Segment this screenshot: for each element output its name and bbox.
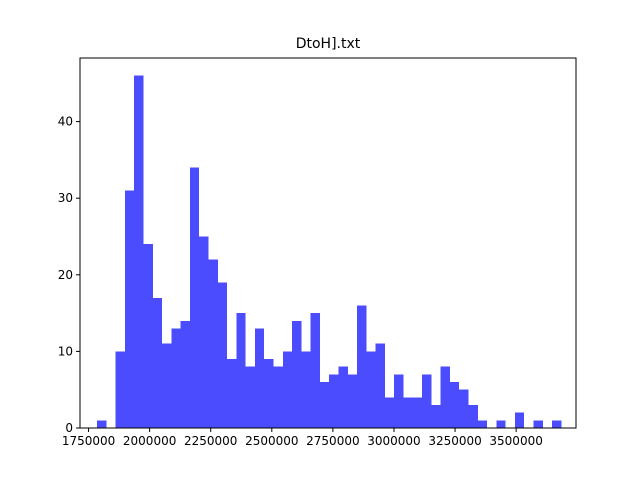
histogram-bar (431, 405, 441, 428)
histogram-bar (282, 351, 293, 428)
histogram-bar (496, 420, 506, 428)
histogram-bar (329, 374, 339, 428)
histogram-bar (236, 313, 246, 428)
bars-group (97, 75, 562, 429)
histogram-bar (375, 343, 385, 428)
histogram-bar (245, 366, 255, 428)
x-axis: 1750000 2000000 2250000 2500000 2750000 30000… (62, 428, 543, 448)
histogram-bar (347, 374, 358, 428)
histogram-bar (459, 389, 469, 428)
x-tick-label: 3000000 (367, 434, 420, 448)
histogram-bar (301, 351, 311, 428)
histogram-bar (292, 320, 302, 428)
x-tick-label: 3500000 (489, 434, 542, 448)
histogram-bar (152, 297, 163, 428)
histogram-bar (514, 412, 525, 428)
y-axis: 0 10 20 30 40 (58, 115, 80, 435)
histogram-bar (384, 397, 395, 428)
y-tick-label: 10 (58, 344, 73, 358)
histogram-bar (115, 351, 125, 428)
histogram-bar (533, 420, 543, 428)
x-tick-label: 2000000 (123, 434, 176, 448)
histogram-bar (254, 328, 265, 428)
y-tick-label: 40 (58, 115, 73, 129)
histogram-bar (273, 366, 283, 428)
histogram-bar (217, 282, 228, 428)
chart-title: DtoH].txt (296, 36, 361, 52)
histogram-bar (357, 305, 367, 428)
histogram-bar (143, 244, 153, 428)
x-tick-label: 1750000 (62, 434, 115, 448)
histogram-bar (403, 397, 413, 428)
histogram-bar (189, 167, 200, 429)
histogram-bar (394, 374, 404, 428)
histogram-bar (366, 351, 376, 428)
x-tick-label: 2750000 (306, 434, 359, 448)
y-tick-label: 30 (58, 191, 73, 205)
histogram-bar (208, 259, 218, 428)
histogram-bar (338, 366, 348, 428)
histogram-bar (440, 366, 450, 428)
x-tick-label: 2500000 (245, 434, 298, 448)
histogram-bar (412, 397, 423, 428)
histogram-bar (97, 420, 107, 428)
histogram-bar (449, 382, 460, 428)
histogram-bar (171, 328, 181, 428)
histogram-bar (162, 343, 172, 428)
histogram-bar (264, 359, 274, 428)
histogram-bar (552, 420, 562, 428)
histogram-bar (180, 320, 190, 428)
histogram-bar (477, 420, 488, 428)
y-tick-label: 20 (58, 268, 73, 282)
histogram-bar (310, 313, 320, 428)
histogram-bar (227, 359, 237, 428)
histogram-bar (319, 382, 330, 428)
histogram-bar (199, 236, 209, 428)
histogram-bar (134, 75, 144, 428)
x-tick-label: 2250000 (184, 434, 237, 448)
histogram-bar (422, 374, 432, 428)
histogram-bar (124, 190, 135, 428)
histogram-bar (468, 405, 478, 428)
y-tick-label: 0 (65, 421, 73, 435)
x-tick-label: 3250000 (428, 434, 481, 448)
plot-frame (79, 57, 577, 429)
